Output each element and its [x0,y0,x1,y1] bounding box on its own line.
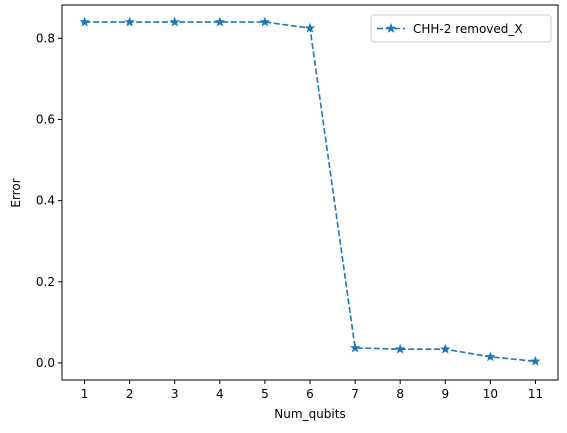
y-tick-label: 0.8 [36,31,55,45]
y-tick-label: 0.6 [36,112,55,126]
data-point-star [259,16,271,27]
series-layer [79,16,541,366]
data-point-star [304,22,316,33]
legend: CHH-2 removed_X [370,14,552,43]
x-tick-label: 7 [351,387,359,401]
data-point-star [124,16,135,27]
x-tick-label: 1 [81,387,89,401]
data-point-star [530,355,541,366]
legend-frame [370,14,552,43]
data-point-star [214,16,226,27]
data-point-star [440,343,451,354]
plot-background [62,5,558,380]
y-axis: 0.0 0.2 0.4 0.6 0.8 [36,31,62,370]
y-tick-label: 0.0 [36,356,55,370]
x-axis-label: Num_qubits [274,407,345,421]
x-tick-label: 10 [483,387,498,401]
x-tick-label: 6 [306,387,314,401]
x-tick-label: 5 [261,387,269,401]
x-tick-label: 8 [396,387,404,401]
legend-label: CHH-2 removed_X [413,22,523,36]
legend-star-marker [385,23,397,33]
x-tick-label: 4 [216,387,224,401]
x-axis: 1 2 3 4 5 6 7 8 9 10 11 [81,380,543,401]
data-point-star [349,342,361,353]
y-tick-label: 0.2 [36,275,55,289]
x-tick-label: 9 [441,387,449,401]
y-axis-label: Error [9,178,23,207]
data-point-star [394,343,406,354]
x-tick-label: 11 [528,387,543,401]
data-point-star [485,351,496,362]
x-tick-label: 2 [126,387,134,401]
y-tick-label: 0.4 [36,194,55,208]
data-point-star [169,16,180,27]
data-point-star [79,16,90,27]
x-tick-label: 3 [171,387,179,401]
